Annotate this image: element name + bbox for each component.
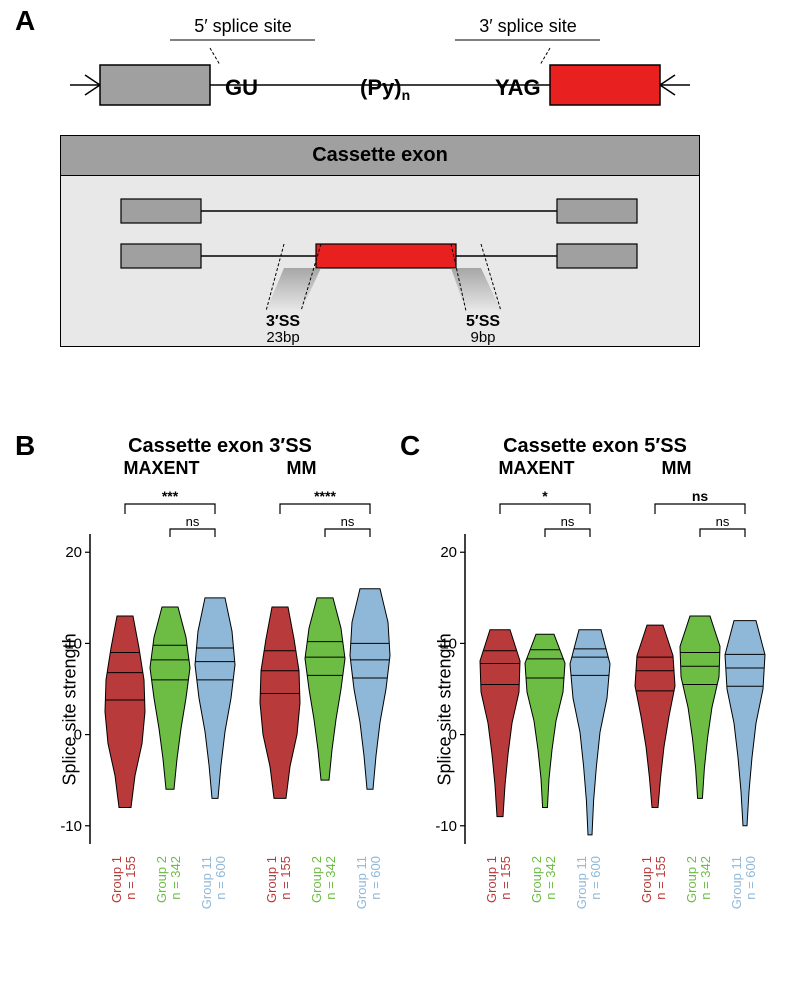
svg-text:****: **** bbox=[314, 488, 336, 504]
svg-text:n = 155: n = 155 bbox=[278, 856, 293, 900]
cassette-5ss: 5′SS bbox=[466, 313, 500, 330]
svg-text:ns: ns bbox=[692, 488, 709, 504]
chart-c-title: Cassette exon 5′SS bbox=[415, 435, 775, 458]
svg-text:n = 155: n = 155 bbox=[123, 856, 138, 900]
svg-text:Group 2: Group 2 bbox=[154, 856, 169, 903]
svg-text:Group 11: Group 11 bbox=[199, 856, 214, 909]
svg-text:Group 1: Group 1 bbox=[264, 856, 279, 903]
panel-a: 5′ splice site 3′ splice site GU (Py)n Y… bbox=[60, 10, 700, 347]
panel-label-b: B bbox=[15, 430, 35, 462]
chart-b-svg: -1001020Group 1n = 155Group 2n = 342Grou… bbox=[40, 479, 400, 919]
svg-text:ns: ns bbox=[186, 514, 200, 529]
chart-b-ylabel: Splice site strength bbox=[60, 606, 81, 786]
splice-svg: 5′ splice site 3′ splice site GU (Py)n Y… bbox=[60, 10, 700, 120]
svg-text:ns: ns bbox=[716, 514, 730, 529]
chart-c: Cassette exon 5′SS MAXENT MM -1001020Gro… bbox=[415, 435, 775, 995]
seq-yag: YAG bbox=[495, 75, 541, 100]
svg-text:n = 342: n = 342 bbox=[168, 856, 183, 900]
label-5ss: 5′ splice site bbox=[194, 16, 291, 36]
chart-c-sub-right: MM bbox=[662, 458, 692, 479]
svg-text:Group 1: Group 1 bbox=[484, 856, 499, 903]
chart-c-svg: -1001020Group 1n = 155Group 2n = 342Grou… bbox=[415, 479, 775, 919]
svg-text:20: 20 bbox=[440, 544, 457, 561]
svg-text:-10: -10 bbox=[435, 818, 457, 835]
svg-text:n = 600: n = 600 bbox=[213, 856, 228, 900]
svg-text:n = 600: n = 600 bbox=[588, 856, 603, 900]
svg-text:Group 11: Group 11 bbox=[354, 856, 369, 909]
chart-c-ylabel: Splice site strength bbox=[435, 606, 456, 786]
label-3ss: 3′ splice site bbox=[479, 16, 576, 36]
svg-text:ns: ns bbox=[561, 514, 575, 529]
svg-text:-10: -10 bbox=[60, 818, 82, 835]
cassette-3ss: 3′SS bbox=[266, 313, 300, 330]
svg-text:*: * bbox=[542, 488, 548, 504]
svg-text:n = 342: n = 342 bbox=[698, 856, 713, 900]
svg-text:n = 342: n = 342 bbox=[543, 856, 558, 900]
chart-c-sub-left: MAXENT bbox=[499, 458, 575, 479]
svg-text:***: *** bbox=[162, 488, 179, 504]
svg-text:20: 20 bbox=[65, 544, 82, 561]
svg-text:n = 342: n = 342 bbox=[323, 856, 338, 900]
svg-text:n = 155: n = 155 bbox=[498, 856, 513, 900]
svg-text:n = 600: n = 600 bbox=[743, 856, 758, 900]
svg-text:Group 2: Group 2 bbox=[309, 856, 324, 903]
panel-label-a: A bbox=[15, 5, 35, 37]
chart-b-sub-right: MM bbox=[287, 458, 317, 479]
seq-py: (Py)n bbox=[360, 75, 410, 103]
svg-text:Group 1: Group 1 bbox=[109, 856, 124, 903]
cassette-body: 3′SS 23bp 5′SS 9bp bbox=[61, 176, 699, 346]
chart-b: Cassette exon 3′SS MAXENT MM -1001020Gro… bbox=[40, 435, 400, 995]
svg-text:ns: ns bbox=[341, 514, 355, 529]
splice-site-diagram: 5′ splice site 3′ splice site GU (Py)n Y… bbox=[60, 10, 700, 120]
seq-gu: GU bbox=[225, 75, 258, 100]
cassette-box: Cassette exon bbox=[60, 135, 700, 347]
chart-b-sub-left: MAXENT bbox=[124, 458, 200, 479]
svg-text:Group 2: Group 2 bbox=[529, 856, 544, 903]
cassette-svg: 3′SS 23bp 5′SS 9bp bbox=[61, 176, 697, 346]
svg-text:n = 600: n = 600 bbox=[368, 856, 383, 900]
cassette-3ss-bp: 23bp bbox=[266, 329, 299, 346]
svg-text:Group 2: Group 2 bbox=[684, 856, 699, 903]
chart-b-title: Cassette exon 3′SS bbox=[40, 435, 400, 458]
svg-text:Group 11: Group 11 bbox=[574, 856, 589, 909]
svg-text:Group 11: Group 11 bbox=[729, 856, 744, 909]
cassette-5ss-bp: 9bp bbox=[470, 329, 495, 346]
svg-text:n = 155: n = 155 bbox=[653, 856, 668, 900]
svg-text:Group 1: Group 1 bbox=[639, 856, 654, 903]
cassette-header: Cassette exon bbox=[61, 136, 699, 176]
